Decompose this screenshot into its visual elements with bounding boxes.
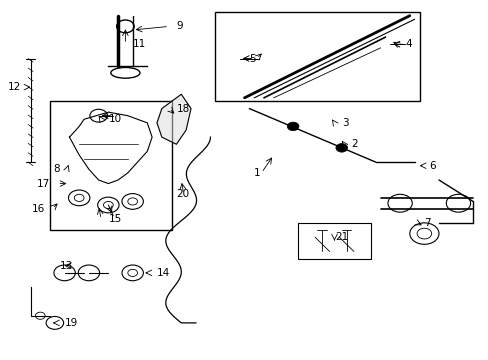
Text: 5: 5	[249, 54, 255, 64]
Text: 19: 19	[64, 318, 78, 328]
Text: 20: 20	[176, 189, 189, 199]
Text: 8: 8	[53, 164, 60, 174]
Text: 16: 16	[32, 203, 45, 213]
Text: 12: 12	[8, 82, 21, 92]
Circle shape	[287, 122, 298, 131]
Text: 2: 2	[351, 139, 357, 149]
Polygon shape	[157, 94, 191, 144]
Text: 1: 1	[254, 168, 260, 178]
Text: 3: 3	[341, 118, 347, 128]
Text: 11: 11	[132, 39, 145, 49]
Text: 18: 18	[176, 104, 189, 113]
Text: 14: 14	[157, 268, 170, 278]
Text: 4: 4	[404, 39, 411, 49]
Text: 21: 21	[334, 232, 347, 242]
Circle shape	[335, 144, 347, 152]
Text: 10: 10	[108, 114, 121, 124]
Text: 6: 6	[428, 161, 435, 171]
Text: 15: 15	[108, 214, 122, 224]
Bar	[50, 102, 171, 230]
Text: 9: 9	[176, 21, 183, 31]
Bar	[297, 223, 370, 258]
Text: 7: 7	[424, 218, 430, 228]
Text: 13: 13	[60, 261, 73, 271]
Text: 17: 17	[37, 179, 50, 189]
Bar	[215, 12, 419, 102]
